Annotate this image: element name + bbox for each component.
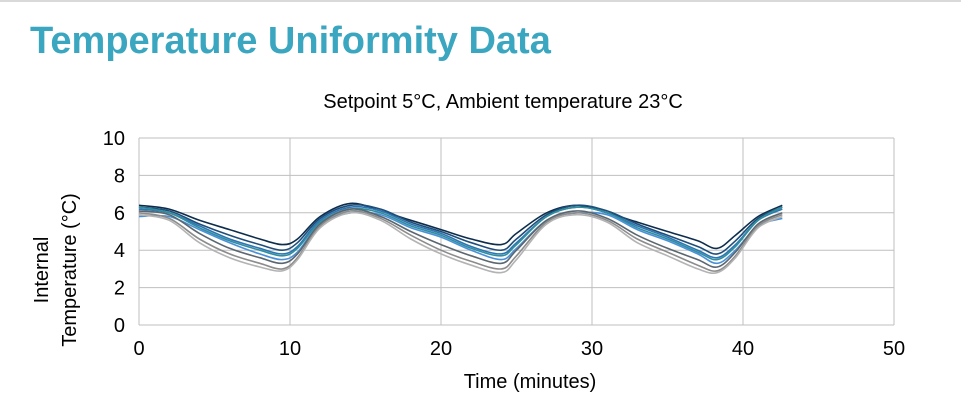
x-tick-label: 50 — [883, 338, 905, 360]
series-line-1 — [138, 202, 783, 250]
series-line-5 — [138, 211, 783, 265]
series-line-7 — [138, 209, 783, 272]
y-tick-label: 0 — [114, 315, 125, 337]
chart-title: Setpoint 5°C, Ambient temperature 23°C — [323, 91, 683, 113]
y-tick-label: 10 — [103, 128, 125, 150]
y-tick-label: 2 — [114, 278, 125, 300]
top-divider — [0, 0, 961, 2]
series-line-3 — [138, 205, 783, 259]
series-group — [138, 202, 783, 275]
tick-labels: 0 2 4 6 8 10 0 10 20 30 40 50 — [103, 128, 905, 360]
x-tick-label: 0 — [133, 338, 144, 360]
y-axis-label-line-1: Internal — [31, 237, 53, 304]
x-axis-label: Time (minutes) — [464, 371, 597, 393]
x-tick-label: 40 — [732, 338, 754, 360]
series-line-2 — [138, 204, 783, 255]
series-line-8 — [138, 211, 783, 275]
y-axis-label-2: Temperature (°C) — [59, 193, 81, 347]
x-tick-label: 10 — [279, 338, 301, 360]
series-line-4 — [138, 206, 783, 261]
page-title: Temperature Uniformity Data — [30, 20, 551, 62]
grid-lines — [138, 137, 895, 326]
x-tick-label: 20 — [430, 338, 452, 360]
y-tick-label: 6 — [114, 203, 125, 225]
y-axis-label-line-2: Temperature (°C) — [59, 193, 81, 347]
y-axis-label: Internal — [31, 237, 53, 304]
y-tick-label: 4 — [114, 240, 125, 262]
x-tick-label: 30 — [581, 338, 603, 360]
series-line-6 — [138, 208, 783, 268]
y-tick-label: 8 — [114, 165, 125, 187]
